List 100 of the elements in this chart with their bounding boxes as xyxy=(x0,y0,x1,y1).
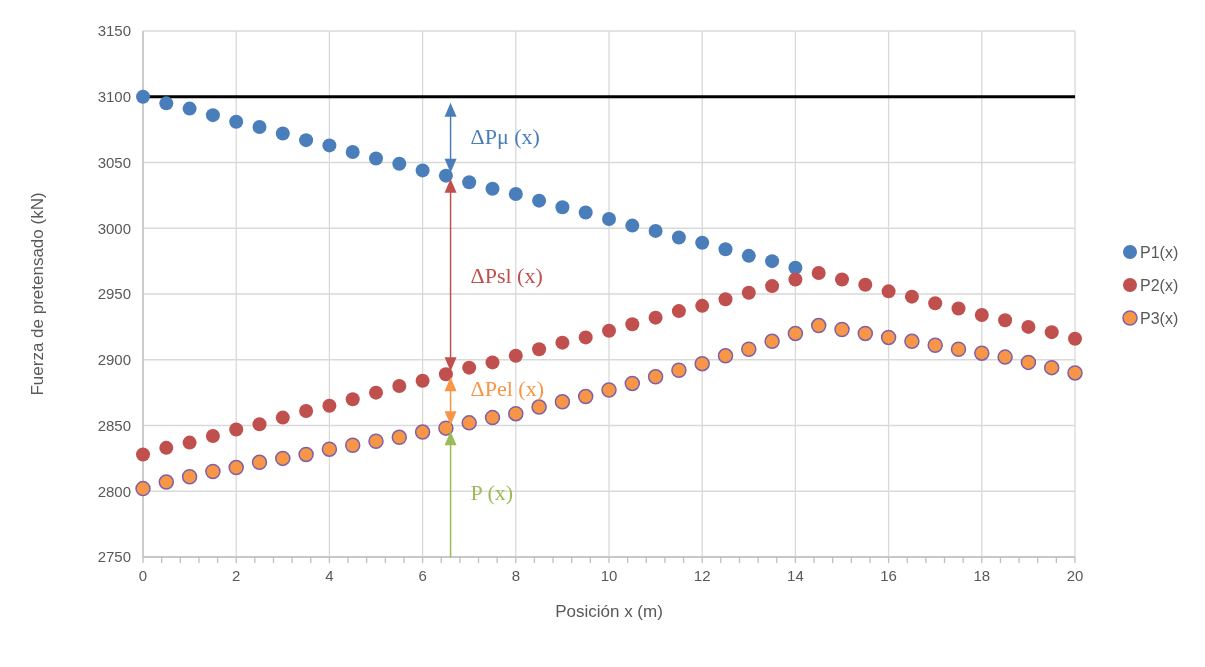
point xyxy=(625,317,640,332)
point xyxy=(182,101,197,116)
x-tick-label: 8 xyxy=(511,567,520,584)
point xyxy=(391,429,408,446)
point xyxy=(1021,319,1036,334)
point xyxy=(252,417,267,432)
x-tick-label: 10 xyxy=(600,567,618,584)
x-tick-label: 20 xyxy=(1066,567,1084,584)
x-tick-label: 16 xyxy=(880,567,897,584)
point xyxy=(322,138,337,153)
y-tick-label: 3100 xyxy=(97,88,131,105)
point xyxy=(578,205,593,220)
point xyxy=(834,321,850,338)
x-axis-title: Posición x (m) xyxy=(555,602,663,621)
y-axis-title: Fuerza de pretensado (kN) xyxy=(28,192,47,396)
point xyxy=(136,89,150,104)
legend-label: P1(x) xyxy=(1140,243,1179,261)
point xyxy=(554,394,571,410)
point xyxy=(159,96,174,111)
point xyxy=(485,355,500,370)
point xyxy=(998,313,1013,328)
point xyxy=(345,392,360,407)
x-tick-label: 0 xyxy=(138,567,148,584)
point xyxy=(508,405,524,422)
point xyxy=(321,441,338,457)
point xyxy=(462,360,477,375)
point xyxy=(858,277,873,292)
point xyxy=(322,398,337,413)
point xyxy=(205,463,221,480)
point xyxy=(671,362,687,379)
point xyxy=(508,187,523,202)
point xyxy=(228,459,244,476)
point xyxy=(788,272,803,287)
annotation: ΔPel (x) xyxy=(470,375,544,401)
legend-label: P2(x) xyxy=(1140,276,1179,294)
point xyxy=(555,200,570,215)
point xyxy=(252,120,267,134)
point xyxy=(484,409,501,426)
point xyxy=(299,133,314,148)
point xyxy=(577,388,594,405)
point xyxy=(974,345,990,361)
point xyxy=(625,218,640,233)
x-tick-label: 14 xyxy=(787,567,804,584)
annotation: P (x) xyxy=(470,480,514,506)
point xyxy=(788,260,803,275)
point xyxy=(1068,331,1082,346)
point xyxy=(857,325,874,342)
point xyxy=(602,212,616,227)
point xyxy=(275,450,291,467)
y-tick-label: 3000 xyxy=(97,219,131,237)
point xyxy=(694,355,710,372)
point xyxy=(811,265,826,280)
point xyxy=(1020,354,1037,371)
y-tick-label: 2750 xyxy=(97,548,131,566)
point xyxy=(251,454,268,471)
point xyxy=(298,446,314,463)
x-tick-label: 18 xyxy=(973,567,991,584)
point xyxy=(881,284,896,299)
point xyxy=(647,369,664,385)
point xyxy=(159,440,174,455)
point xyxy=(928,296,943,311)
point xyxy=(1044,325,1059,340)
point xyxy=(438,367,453,382)
point xyxy=(182,435,197,450)
point xyxy=(671,230,686,245)
point xyxy=(438,168,453,183)
y-tick-label: 2850 xyxy=(97,416,131,434)
point xyxy=(229,422,244,437)
point xyxy=(648,223,663,238)
point xyxy=(275,410,290,425)
point xyxy=(787,325,804,342)
point xyxy=(135,480,151,497)
point xyxy=(602,323,616,338)
point xyxy=(624,375,641,392)
point xyxy=(368,433,384,450)
point xyxy=(438,420,454,436)
annotation: ΔPsl (x) xyxy=(470,262,543,288)
point xyxy=(695,235,710,250)
point xyxy=(717,348,734,364)
y-tick-label: 2950 xyxy=(97,285,131,303)
y-tick-label: 2800 xyxy=(97,482,131,500)
point xyxy=(904,289,919,304)
point xyxy=(414,424,431,440)
point xyxy=(158,474,175,490)
point xyxy=(835,272,849,287)
point xyxy=(741,248,756,263)
point xyxy=(810,317,827,334)
point xyxy=(764,333,780,350)
point xyxy=(997,349,1013,365)
x-tick-label: 4 xyxy=(325,567,334,584)
point xyxy=(415,163,430,178)
point xyxy=(344,437,361,453)
point xyxy=(718,242,733,257)
point xyxy=(461,415,477,431)
point xyxy=(392,156,407,171)
point xyxy=(904,333,920,350)
x-tick-label: 6 xyxy=(418,567,427,584)
point xyxy=(369,151,383,166)
point xyxy=(392,379,407,394)
point xyxy=(765,279,780,294)
